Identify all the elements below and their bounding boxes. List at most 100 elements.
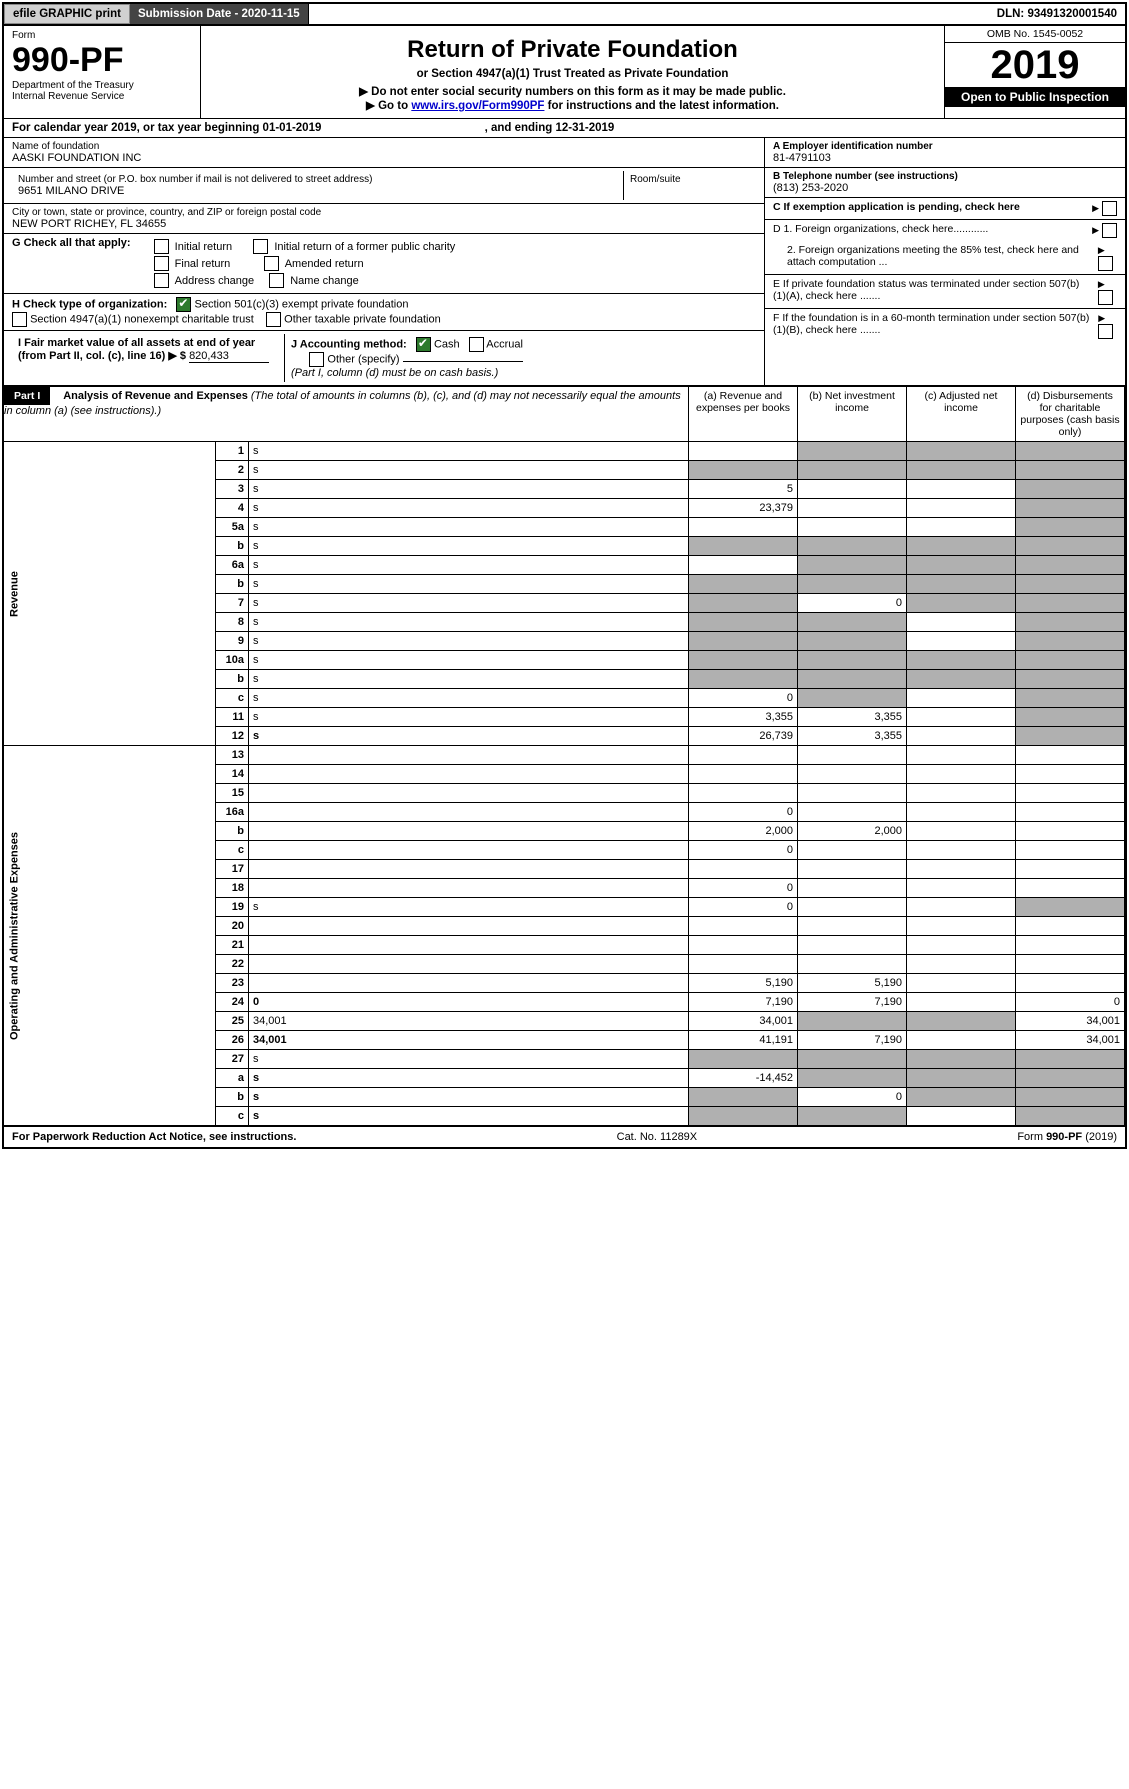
cell-b: 5,190 xyxy=(798,974,907,993)
cell-b: 7,190 xyxy=(798,993,907,1012)
cell-b xyxy=(798,651,907,670)
cell-a: 2,000 xyxy=(689,822,798,841)
col-b-header: (b) Net investment income xyxy=(798,387,907,442)
row-description: s xyxy=(248,518,688,537)
ein-value: 81-4791103 xyxy=(773,152,1117,164)
row-number: 4 xyxy=(215,499,248,518)
cell-a xyxy=(689,1107,798,1126)
row-description xyxy=(248,784,688,803)
cell-b xyxy=(798,879,907,898)
cal-end: 12-31-2019 xyxy=(556,122,615,134)
initial-former-checkbox[interactable] xyxy=(253,239,268,254)
cell-d: 0 xyxy=(1016,993,1125,1012)
row-description: s xyxy=(248,1069,688,1088)
cell-d xyxy=(1016,708,1125,727)
submission-date: Submission Date - 2020-11-15 xyxy=(130,4,309,24)
f-checkbox[interactable] xyxy=(1098,324,1113,339)
j-label: J Accounting method: xyxy=(291,338,407,350)
cell-a xyxy=(689,537,798,556)
accrual-checkbox[interactable] xyxy=(469,337,484,352)
cell-a xyxy=(689,632,798,651)
j-note: (Part I, column (d) must be on cash basi… xyxy=(291,367,498,379)
cell-d xyxy=(1016,860,1125,879)
cell-a: 26,739 xyxy=(689,727,798,746)
cell-c xyxy=(907,708,1016,727)
row-number: b xyxy=(215,1088,248,1107)
row-description: 34,001 xyxy=(248,1012,688,1031)
cell-b xyxy=(798,670,907,689)
row-number: 25 xyxy=(215,1012,248,1031)
form-word: Form xyxy=(12,30,192,41)
efile-print-button[interactable]: efile GRAPHIC print xyxy=(4,4,130,24)
row-description xyxy=(248,803,688,822)
cell-d xyxy=(1016,974,1125,993)
cell-d xyxy=(1016,917,1125,936)
row-description xyxy=(248,822,688,841)
cell-d xyxy=(1016,936,1125,955)
opt-former: Initial return of a former public charit… xyxy=(274,241,455,253)
initial-return-checkbox[interactable] xyxy=(154,239,169,254)
row-number: 27 xyxy=(215,1050,248,1069)
cell-d xyxy=(1016,1069,1125,1088)
cell-a: 0 xyxy=(689,689,798,708)
cell-b xyxy=(798,841,907,860)
address-change-checkbox[interactable] xyxy=(154,273,169,288)
cell-c xyxy=(907,746,1016,765)
cell-a xyxy=(689,442,798,461)
cell-b xyxy=(798,765,907,784)
cell-b: 2,000 xyxy=(798,822,907,841)
phone-value: (813) 253-2020 xyxy=(773,182,1117,194)
row-description xyxy=(248,860,688,879)
501c3-checkbox[interactable] xyxy=(176,297,191,312)
cell-b xyxy=(798,784,907,803)
cell-a: 0 xyxy=(689,879,798,898)
expenses-section-label: Operating and Administrative Expenses xyxy=(4,746,215,1126)
cell-b xyxy=(798,556,907,575)
cell-c xyxy=(907,499,1016,518)
instructions-link[interactable]: www.irs.gov/Form990PF xyxy=(411,100,544,112)
cell-a: 0 xyxy=(689,841,798,860)
d1-checkbox[interactable] xyxy=(1102,223,1117,238)
row-description: s xyxy=(248,613,688,632)
form-number: 990-PF xyxy=(12,41,192,80)
cell-c xyxy=(907,537,1016,556)
room-label: Room/suite xyxy=(630,174,750,185)
name-change-checkbox[interactable] xyxy=(269,273,284,288)
row-description: s xyxy=(248,670,688,689)
row-number: 11 xyxy=(215,708,248,727)
row-number: 13 xyxy=(215,746,248,765)
part1-table: Part I Analysis of Revenue and Expenses … xyxy=(4,386,1125,1126)
cell-d xyxy=(1016,841,1125,860)
h-opt2: Section 4947(a)(1) nonexempt charitable … xyxy=(30,313,254,325)
calendar-year-row: For calendar year 2019, or tax year begi… xyxy=(4,118,1125,138)
cell-a xyxy=(689,784,798,803)
form-page: efile GRAPHIC print Submission Date - 20… xyxy=(2,2,1127,1149)
i-value: 820,433 xyxy=(189,350,269,363)
opt-namechg: Name change xyxy=(290,275,359,287)
row-number: 26 xyxy=(215,1031,248,1050)
row-description xyxy=(248,746,688,765)
cell-d xyxy=(1016,955,1125,974)
amended-checkbox[interactable] xyxy=(264,256,279,271)
cell-d xyxy=(1016,784,1125,803)
dln-label: DLN: 93491320001540 xyxy=(989,4,1125,24)
e-checkbox[interactable] xyxy=(1098,290,1113,305)
cell-c xyxy=(907,442,1016,461)
other-taxable-checkbox[interactable] xyxy=(266,312,281,327)
cell-b xyxy=(798,1012,907,1031)
row-number: a xyxy=(215,1069,248,1088)
d2-checkbox[interactable] xyxy=(1098,256,1113,271)
cell-a xyxy=(689,765,798,784)
c-checkbox[interactable] xyxy=(1102,201,1117,216)
final-return-checkbox[interactable] xyxy=(154,256,169,271)
cell-a xyxy=(689,1088,798,1107)
cell-c xyxy=(907,651,1016,670)
other-method-checkbox[interactable] xyxy=(309,352,324,367)
row-description: s xyxy=(248,594,688,613)
row-number: 12 xyxy=(215,727,248,746)
cash-checkbox[interactable] xyxy=(416,337,431,352)
row-number: c xyxy=(215,1107,248,1126)
4947-checkbox[interactable] xyxy=(12,312,27,327)
row-description: s xyxy=(248,1088,688,1107)
cell-a: 5 xyxy=(689,480,798,499)
